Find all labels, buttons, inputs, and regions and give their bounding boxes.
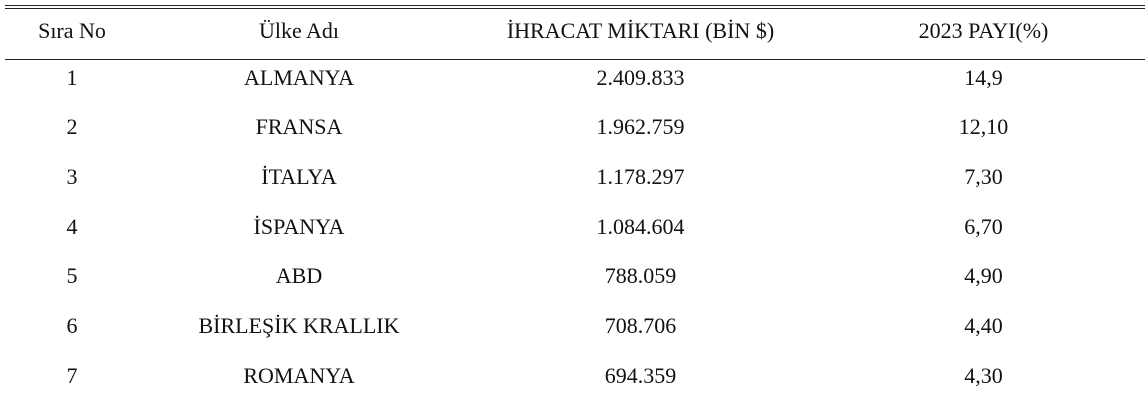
cell-ulke-adi: ABD (275, 263, 323, 288)
table-top-rule (5, 5, 1145, 6)
header-ihracat-miktari: İHRACAT MİKTARI (BİN $) (506, 18, 775, 43)
cell-ihracat-miktari: 1.178.297 (596, 164, 685, 189)
cell-sira-no: 5 (66, 263, 78, 288)
table-row: 6 BİRLEŞİK KRALLIK 708.706 4,40 (5, 306, 1145, 346)
header-2023-payi: 2023 PAYI(%) (918, 18, 1049, 43)
cell-sira-no: 2 (66, 114, 78, 139)
cell-ihracat-miktari: 2.409.833 (596, 65, 685, 90)
table-top-rule-double (5, 8, 1145, 9)
cell-2023-payi: 4,40 (964, 313, 1003, 338)
cell-ulke-adi: İTALYA (261, 164, 337, 189)
cell-ulke-adi: İSPANYA (253, 214, 345, 239)
table-row: 5 ABD 788.059 4,90 (5, 256, 1145, 296)
cell-2023-payi: 7,30 (964, 164, 1003, 189)
cell-ulke-adi: BİRLEŞİK KRALLIK (198, 313, 400, 338)
table-row: 7 ROMANYA 694.359 4,30 (5, 356, 1145, 396)
cell-sira-no: 1 (66, 65, 78, 90)
cell-ihracat-miktari: 788.059 (604, 263, 677, 288)
cell-sira-no: 6 (66, 313, 78, 338)
cell-ulke-adi: FRANSA (255, 114, 343, 139)
table-header-row: Sıra No Ülke Adı İHRACAT MİKTARI (BİN $)… (5, 11, 1145, 51)
cell-2023-payi: 4,30 (964, 363, 1003, 388)
table-row: 4 İSPANYA 1.084.604 6,70 (5, 207, 1145, 247)
cell-sira-no: 7 (66, 363, 78, 388)
cell-ihracat-miktari: 1.084.604 (596, 214, 685, 239)
header-rule (5, 59, 1145, 60)
cell-2023-payi: 14,9 (964, 65, 1003, 90)
cell-ihracat-miktari: 1.962.759 (596, 114, 685, 139)
header-ulke-adi: Ülke Adı (258, 18, 340, 43)
cell-2023-payi: 6,70 (964, 214, 1003, 239)
cell-2023-payi: 4,90 (964, 263, 1003, 288)
table-row: 1 ALMANYA 2.409.833 14,9 (5, 58, 1145, 98)
cell-ulke-adi: ALMANYA (244, 65, 354, 90)
cell-sira-no: 3 (66, 164, 78, 189)
cell-ihracat-miktari: 694.359 (604, 363, 677, 388)
header-sira-no: Sıra No (38, 18, 106, 43)
cell-sira-no: 4 (66, 214, 78, 239)
cell-ihracat-miktari: 708.706 (604, 313, 677, 338)
cell-ulke-adi: ROMANYA (243, 363, 355, 388)
cell-2023-payi: 12,10 (958, 114, 1009, 139)
table-row: 2 FRANSA 1.962.759 12,10 (5, 107, 1145, 147)
table-row: 3 İTALYA 1.178.297 7,30 (5, 157, 1145, 197)
